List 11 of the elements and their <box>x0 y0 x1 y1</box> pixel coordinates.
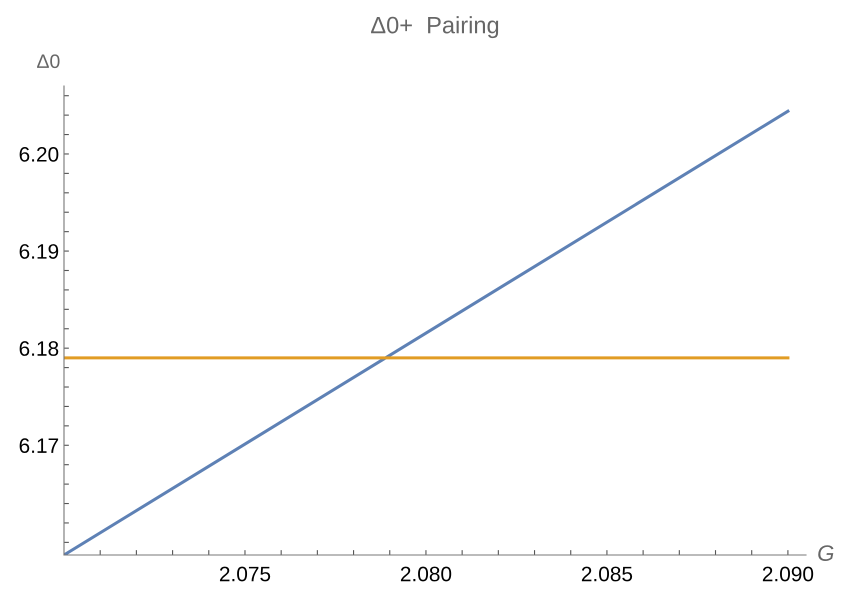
y-tick-label: 6.18 <box>20 341 58 356</box>
y-tick-label: 6.20 <box>20 146 58 162</box>
x-tick-label: 2.085 <box>582 566 632 582</box>
x-tick-label: 2.090 <box>762 566 814 582</box>
x-tick-label: 2.080 <box>400 566 452 582</box>
chart-title: Δ0+ Pairing <box>371 16 498 38</box>
y-tick-label: 6.19 <box>20 244 58 259</box>
y-axis-title: Δ0 <box>37 54 60 68</box>
x-axis-title: G <box>818 545 834 561</box>
x-tick-label: 2.075 <box>220 566 270 582</box>
y-tick-label: 6.17 <box>20 438 58 454</box>
